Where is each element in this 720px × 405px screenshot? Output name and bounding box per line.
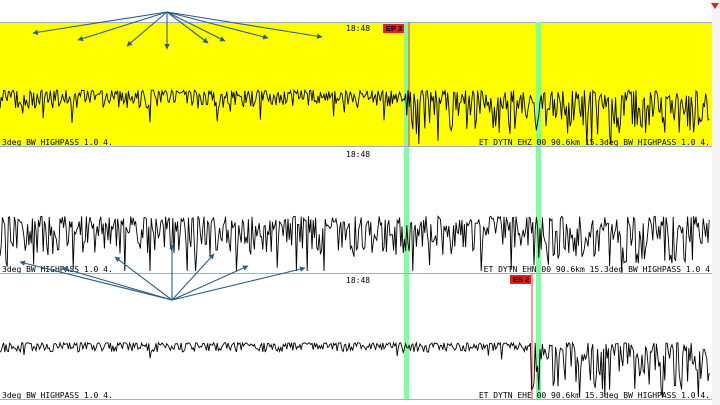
pick-marker-p[interactable] <box>404 22 409 146</box>
pick-label-ep: EP 3 <box>386 24 402 33</box>
channel-label-left-ehz: 3deg BW_HIGHPASS 1.0 4. <box>2 138 113 147</box>
channel-label-ehn: ET DYTN EHN 00 90.6km 15.3deg BW_HIGHPAS… <box>484 265 711 274</box>
channel-label-ehe: ET DYTN EHE 00 90.6km 15.3deg BW_HIGHPAS… <box>479 391 710 400</box>
annotation-arrow <box>166 11 226 42</box>
annotation-arrow <box>166 11 209 44</box>
channel-label-left-ehe: 3deg BW_HIGHPASS 1.0 4. <box>2 391 113 400</box>
annotation-arrows-top <box>32 11 323 50</box>
annotation-arrow <box>77 11 168 42</box>
pick-label-es: ES 2 <box>513 275 529 284</box>
red-triangle-down-icon[interactable] <box>711 3 719 9</box>
trace-background-ehn <box>0 147 712 273</box>
annotation-arrow <box>171 253 215 301</box>
channel-label-ehz: ET DYTN EHZ 00 90.6km 15.3deg BW_HIGHPAS… <box>479 138 710 147</box>
annotation-arrow <box>19 260 173 301</box>
pick-flag-es[interactable] <box>510 275 531 284</box>
trace-background-ehe <box>0 274 712 399</box>
pick-marker-p[interactable] <box>404 274 409 399</box>
waveform-ehn <box>0 215 710 272</box>
annotation-arrows-bottom <box>19 243 306 301</box>
trace-panel-ehz[interactable]: 18:48 EP 3 3deg BW_HIGHPASS 1.0 4. ET DY… <box>0 22 712 147</box>
annotation-arrow <box>171 265 249 301</box>
annotation-arrow <box>166 11 269 40</box>
pick-flag-ep[interactable] <box>383 24 404 33</box>
annotation-arrow <box>126 11 168 47</box>
annotation-arrow <box>61 266 173 301</box>
waveform-ehz <box>0 88 710 145</box>
trace-panel-ehe[interactable]: 18:48 ES 2 3deg BW_HIGHPASS 1.0 4. ET DY… <box>0 274 712 400</box>
vertical-scrollbar[interactable] <box>712 0 720 405</box>
pick-marker-s[interactable] <box>536 274 541 399</box>
time-label-ehz: 18:48 <box>346 24 370 33</box>
annotation-arrow <box>32 11 168 35</box>
time-label-ehe: 18:48 <box>346 276 370 285</box>
pick-marker-s[interactable] <box>536 147 541 273</box>
annotation-arrow <box>166 11 323 39</box>
pick-marker-s[interactable] <box>536 22 541 146</box>
trace-background-ehz <box>0 22 712 146</box>
time-label-ehn: 18:48 <box>346 150 370 159</box>
trace-panel-ehn[interactable]: 18:48 3deg BW_HIGHPASS 1.0 4. ET DYTN EH… <box>0 147 712 274</box>
annotation-arrow <box>114 256 173 301</box>
waveform-ehe <box>0 341 710 398</box>
channel-label-left-ehn: 3deg BW_HIGHPASS 1.0 4. <box>2 265 113 274</box>
annotation-arrow <box>171 266 306 301</box>
pick-marker-p[interactable] <box>404 147 409 273</box>
